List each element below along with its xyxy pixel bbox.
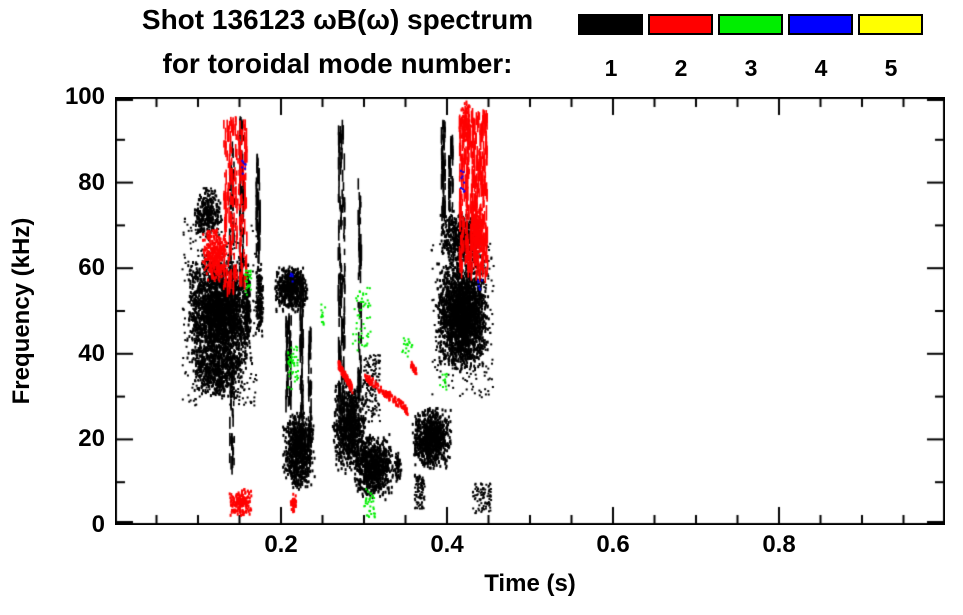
chart-title: Shot 136123 ωB(ω) spectrum [141,4,534,35]
legend-swatch-mode2 [648,14,713,35]
plot-area [115,97,945,525]
y-tick-label-80: 80 [78,169,105,196]
x-tick-label-0.4: 0.4 [430,531,464,558]
legend-swatch-mode5 [858,14,923,35]
legend-label-mode2: 2 [674,55,688,81]
y-tick-label-40: 40 [78,340,105,367]
legend-swatch-mode3 [718,14,783,35]
chart-subtitle: for toroidal mode number: [162,48,513,79]
x-axis-title: Time (s) [484,570,576,597]
legend-label-mode4: 4 [814,55,828,81]
y-tick-label-100: 100 [64,83,105,110]
legend-labels: 1 2 3 4 5 [576,55,926,82]
x-tick-label-0.6: 0.6 [596,531,630,558]
legend-swatch-mode4 [788,14,853,35]
spectrogram-canvas [115,97,945,525]
legend-label-mode1: 1 [604,55,618,81]
legend-label-mode5: 5 [884,55,898,81]
y-tick-label-20: 20 [78,425,105,452]
x-tick-label-0.8: 0.8 [762,531,796,558]
legend-label-mode3: 3 [744,55,758,81]
legend-swatch-mode1 [578,14,643,35]
y-axis-title: Frequency (kHz) [8,217,35,405]
y-tick-label-60: 60 [78,254,105,281]
x-tick-label-0.2: 0.2 [264,531,298,558]
y-tick-label-0: 0 [91,511,105,538]
legend [578,14,923,35]
